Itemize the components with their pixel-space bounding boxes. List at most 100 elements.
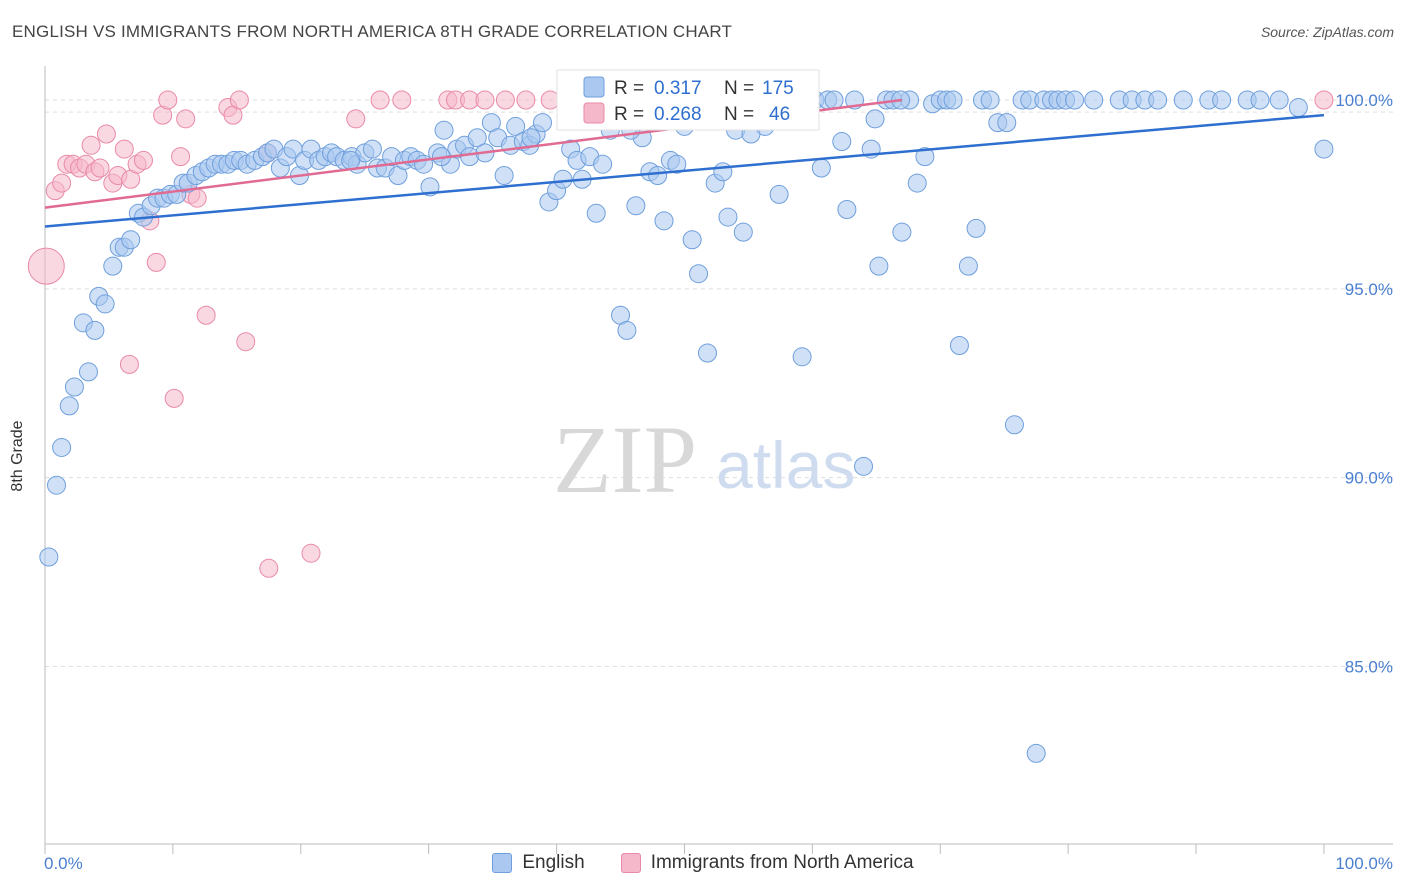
- english-point: [667, 154, 687, 174]
- immigrants-point: [301, 543, 321, 563]
- immigrants-point: [196, 305, 216, 325]
- english-point: [95, 294, 115, 314]
- english-point: [59, 396, 79, 416]
- english-point: [697, 343, 717, 363]
- english-point: [626, 196, 646, 216]
- english-point: [103, 256, 123, 276]
- immigrants-point: [146, 252, 166, 272]
- english-point: [434, 120, 454, 140]
- english-point: [506, 116, 526, 136]
- english-point: [1084, 90, 1104, 110]
- english-point: [85, 320, 105, 340]
- chart-title: ENGLISH VS IMMIGRANTS FROM NORTH AMERICA…: [12, 22, 733, 41]
- english-point: [521, 128, 541, 148]
- legend-english-r-value: 0.317: [654, 78, 702, 99]
- immigrants-point: [370, 90, 390, 110]
- english-point: [958, 256, 978, 276]
- english-point: [949, 335, 969, 355]
- immigrants-point: [158, 90, 178, 110]
- english-point: [811, 158, 831, 178]
- english-point: [1004, 415, 1024, 435]
- watermark: ZIP atlas: [553, 406, 855, 513]
- english-point: [64, 377, 84, 397]
- english-point: [837, 200, 857, 220]
- immigrants-point: [229, 90, 249, 110]
- legend-immig-swatch: [583, 102, 605, 124]
- tick-labels: 85.0% 90.0% 95.0% 100.0% 0.0% 100.0%: [44, 91, 1393, 873]
- legend-item-immigrants[interactable]: Immigrants from North America: [620, 852, 914, 874]
- english-point: [362, 139, 382, 159]
- immigrants-point: [540, 90, 560, 110]
- english-trend-line: [44, 113, 1325, 228]
- english-point: [654, 211, 674, 231]
- english-point: [915, 147, 935, 167]
- y-tick-label: 90.0%: [1345, 469, 1393, 488]
- english-point: [593, 154, 613, 174]
- english-point: [733, 222, 753, 242]
- english-point: [713, 162, 733, 182]
- english-point: [869, 256, 889, 276]
- english-point: [648, 166, 668, 186]
- english-point: [1250, 90, 1270, 110]
- immigrants-point: [346, 109, 366, 129]
- english-point: [718, 207, 738, 227]
- english-point: [1065, 90, 1085, 110]
- english-point: [1314, 139, 1334, 159]
- english-swatch: [492, 853, 513, 873]
- immigrants-point: [96, 124, 116, 144]
- english-point: [52, 437, 72, 457]
- english-point: [1148, 90, 1168, 110]
- legend-english-swatch: [583, 76, 605, 98]
- legend-english-n-label: N =: [724, 78, 754, 99]
- immigrants-points: [27, 90, 1334, 578]
- legend-english-n-value: 175: [762, 78, 794, 99]
- immigrants-point: [495, 90, 515, 110]
- english-point: [341, 150, 361, 170]
- source-label: Source: ZipAtlas.com: [1260, 24, 1394, 40]
- immigrants-point: [119, 354, 139, 374]
- english-point: [1212, 90, 1232, 110]
- legend-immig-n-label: N =: [724, 104, 754, 125]
- english-point: [1026, 743, 1046, 763]
- english-point: [617, 320, 637, 340]
- english-point: [494, 166, 514, 186]
- legend-english-r-label: R =: [614, 78, 644, 99]
- immigrants-point: [171, 147, 191, 167]
- english-points: [39, 90, 1334, 763]
- english-point: [854, 456, 874, 476]
- immigrants-point: [259, 558, 279, 578]
- english-point: [682, 230, 702, 250]
- english-point: [39, 547, 59, 567]
- english-point: [533, 113, 553, 133]
- y-tick-label: 95.0%: [1345, 280, 1393, 299]
- english-point: [997, 113, 1017, 133]
- legend-immig-r-value: 0.268: [654, 104, 702, 125]
- english-point: [1288, 98, 1308, 118]
- immigrants-point: [114, 139, 134, 159]
- immigrants-point: [516, 90, 536, 110]
- english-point: [1173, 90, 1193, 110]
- watermark-atlas: atlas: [716, 428, 855, 502]
- english-point: [892, 222, 912, 242]
- immigrants-point: [133, 150, 153, 170]
- watermark-zip: ZIP: [553, 406, 697, 513]
- immigrants-point: [52, 173, 72, 193]
- x-tick-label-start: 0.0%: [44, 854, 83, 873]
- immigrants-point: [90, 158, 110, 178]
- english-point: [553, 169, 573, 189]
- immigrants-point: [475, 90, 495, 110]
- immigrants-point: [176, 109, 196, 129]
- legend-immigrants-label: Immigrants from North America: [650, 852, 914, 873]
- stats-legend: R = 0.317 N = 175 R = 0.268 N = 46: [556, 69, 820, 131]
- legend-item-english[interactable]: English: [492, 852, 585, 874]
- axis-layer: [44, 66, 1393, 854]
- english-point: [865, 109, 885, 129]
- english-point: [586, 203, 606, 223]
- immigrants-point: [392, 90, 412, 110]
- y-tick-label: 100.0%: [1335, 91, 1393, 110]
- english-point: [832, 132, 852, 152]
- legend-immig-r-label: R =: [614, 104, 644, 125]
- english-point: [689, 264, 709, 284]
- immigrants-point: [27, 247, 65, 285]
